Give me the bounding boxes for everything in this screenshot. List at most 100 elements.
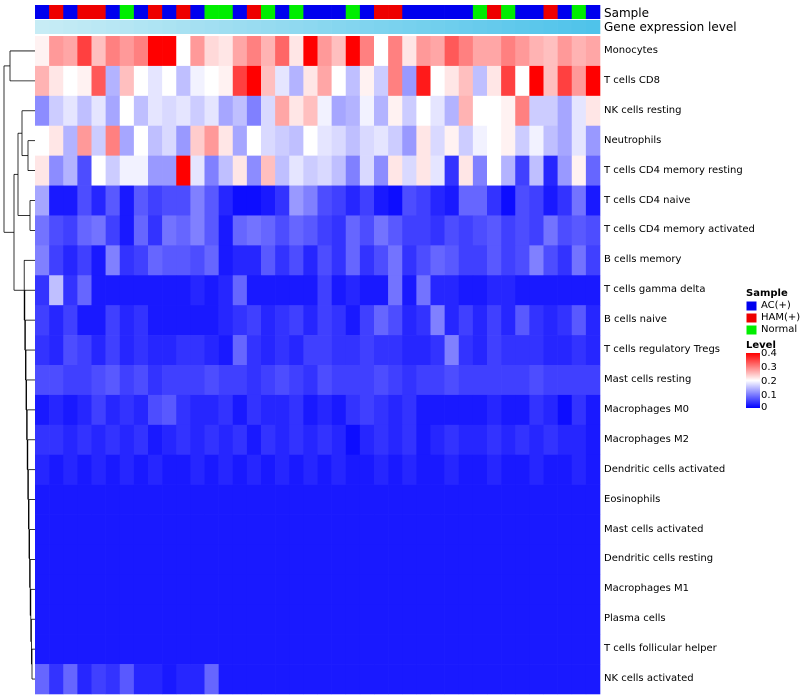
heatmap-cell [275, 664, 290, 695]
heatmap-cell [529, 365, 544, 396]
heatmap-cell [331, 394, 347, 426]
sample-cell [275, 5, 290, 19]
heatmap-cell [133, 95, 149, 127]
heatmap-cell [345, 664, 361, 695]
sample-cell [133, 5, 149, 19]
gene-expression-cell [148, 20, 163, 34]
sample-cell [91, 5, 106, 19]
heatmap-cell [275, 95, 290, 127]
heatmap-cells [35, 36, 601, 695]
heatmap-cell [232, 514, 248, 545]
heatmap-cell [91, 634, 106, 665]
heatmap-cell [444, 275, 460, 306]
heatmap-cell [148, 155, 163, 186]
heatmap-cell [444, 125, 460, 156]
heatmap-cell [345, 454, 361, 485]
heatmap-cell [430, 484, 445, 515]
heatmap-cell [289, 125, 304, 156]
heatmap-cell [261, 514, 276, 545]
heatmap-cell [91, 95, 106, 127]
heatmap-cell [63, 365, 78, 396]
heatmap-cell [388, 604, 403, 635]
heatmap-cell [402, 514, 417, 545]
heatmap-cell [402, 484, 417, 515]
level-tick-0: 0 [761, 402, 768, 413]
heatmap-cell [162, 155, 177, 186]
heatmap-cell [91, 275, 106, 306]
heatmap-cell [119, 544, 135, 575]
heatmap-cell [204, 335, 219, 366]
gene-expression-cell [105, 20, 121, 34]
heatmap-cell [289, 544, 304, 575]
heatmap-cell [444, 394, 460, 426]
heatmap-cell [148, 185, 163, 216]
heatmap-cell [190, 424, 205, 456]
heatmap-cell [162, 365, 177, 396]
heatmap-cell [204, 604, 219, 635]
heatmap-cell [35, 155, 50, 186]
gene-expression-cell [543, 20, 558, 34]
heatmap-cell [331, 664, 347, 695]
heatmap-cell [119, 514, 135, 545]
heatmap-cell [402, 335, 417, 366]
heatmap-cell [105, 36, 121, 67]
heatmap-cell [515, 634, 530, 665]
heatmap-cell [63, 544, 78, 575]
heatmap-cell [105, 65, 121, 97]
heatmap-cell [232, 574, 248, 605]
heatmap-cell [49, 634, 64, 665]
heatmap-cell [303, 155, 318, 186]
heatmap-cell [430, 275, 445, 306]
heatmap-cell [261, 544, 276, 575]
heatmap-cell [261, 394, 276, 426]
heatmap-cell [148, 574, 163, 605]
heatmap-cell [331, 604, 347, 635]
legend-swatch [745, 300, 758, 312]
heatmap-cell [543, 394, 558, 426]
heatmap-cell [430, 36, 445, 67]
heatmap-cell [204, 544, 219, 575]
heatmap-cell [91, 65, 106, 97]
heatmap-cell [289, 95, 304, 127]
heatmap-cell [472, 245, 488, 276]
heatmap-cell [543, 185, 558, 216]
heatmap-cell [571, 394, 587, 426]
heatmap-cell [63, 305, 78, 336]
heatmap-cell [345, 335, 361, 366]
heatmap-cell [289, 424, 304, 456]
heatmap-cell [232, 484, 248, 515]
gene-expression-cell [416, 20, 431, 34]
heatmap-cell [77, 185, 92, 216]
heatmap-cell [232, 634, 248, 665]
heatmap-cell [331, 544, 347, 575]
heatmap-cell [430, 634, 445, 665]
legend-label-ham: HAM(+) [761, 312, 800, 323]
heatmap-cell [232, 275, 248, 306]
heatmap-cell [162, 394, 177, 426]
heatmap-cell [458, 275, 474, 306]
heatmap-cell [402, 424, 417, 456]
heatmap-cell [571, 36, 587, 67]
heatmap-cell [133, 574, 149, 605]
heatmap-cell [190, 335, 205, 366]
heatmap-cell [49, 215, 64, 246]
heatmap-cell [303, 185, 318, 216]
heatmap-cell [487, 424, 502, 456]
heatmap-cell [77, 215, 92, 246]
heatmap-cell [515, 125, 530, 156]
gene-expression-cell [232, 20, 248, 34]
heatmap-cell [529, 574, 544, 605]
heatmap-cell [416, 305, 431, 336]
heatmap-cell [133, 394, 149, 426]
heatmap-cell [359, 514, 375, 545]
heatmap-cell [515, 544, 530, 575]
heatmap-cell [218, 215, 234, 246]
heatmap-cell [374, 245, 389, 276]
heatmap-cell [49, 514, 64, 545]
heatmap-cell [49, 155, 64, 186]
legend-label-ac: AC(+) [761, 300, 791, 311]
heatmap-cell [529, 664, 544, 695]
heatmap-cell [162, 215, 177, 246]
heatmap-cell [232, 365, 248, 396]
heatmap-cell [515, 514, 530, 545]
